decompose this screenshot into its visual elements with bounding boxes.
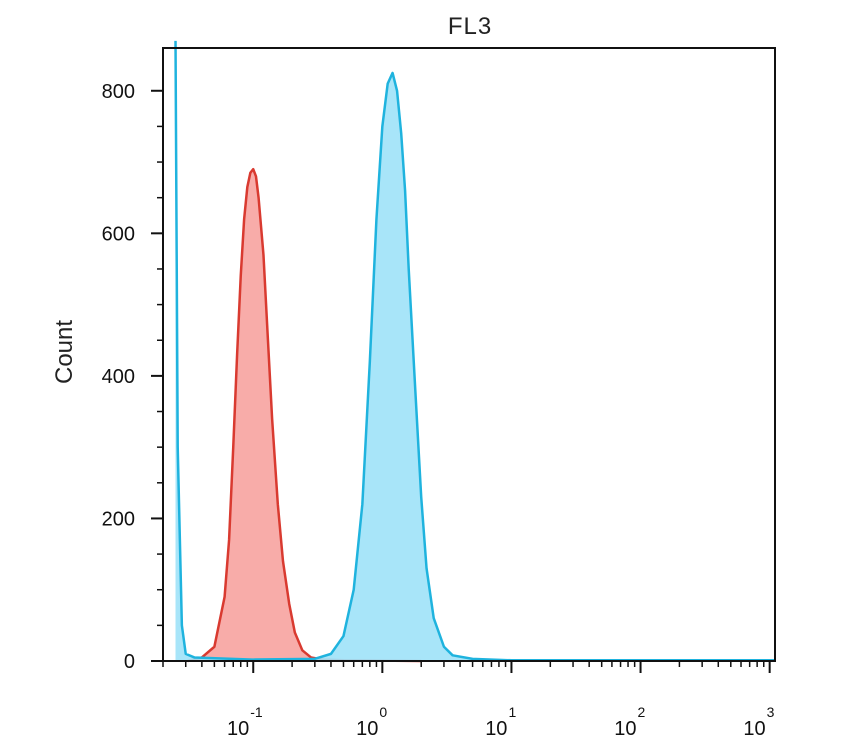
x-tick-label: 10: [227, 718, 249, 740]
series-0-line: [187, 167, 422, 663]
x-tick-exponent: 3: [767, 704, 775, 720]
y-tick-label: 400: [102, 366, 135, 388]
x-tick-label: 10: [485, 718, 507, 740]
series-layer: [174, 40, 775, 663]
y-tick-label: 0: [124, 651, 135, 673]
x-tick-exponent: 1: [508, 704, 516, 720]
y-axis: 0 200 400 600 800: [102, 81, 163, 673]
series-0-fill: [187, 169, 422, 662]
y-tick-label: 600: [102, 223, 135, 245]
y-tick-label: 800: [102, 81, 135, 103]
x-tick-exponent: 0: [379, 704, 387, 720]
series-1-line: [174, 40, 775, 662]
x-tick-exponent: 2: [638, 704, 646, 720]
chart-title: FL3: [448, 13, 492, 40]
x-tick-exponent: -1: [250, 704, 263, 720]
x-tick-label: 10: [614, 718, 636, 740]
x-tick-label: 10: [743, 718, 765, 740]
y-tick-label: 200: [102, 508, 135, 530]
y-axis-label: Count: [51, 320, 78, 384]
plot-frame: [162, 47, 776, 662]
x-tick-label: 10: [356, 718, 378, 740]
